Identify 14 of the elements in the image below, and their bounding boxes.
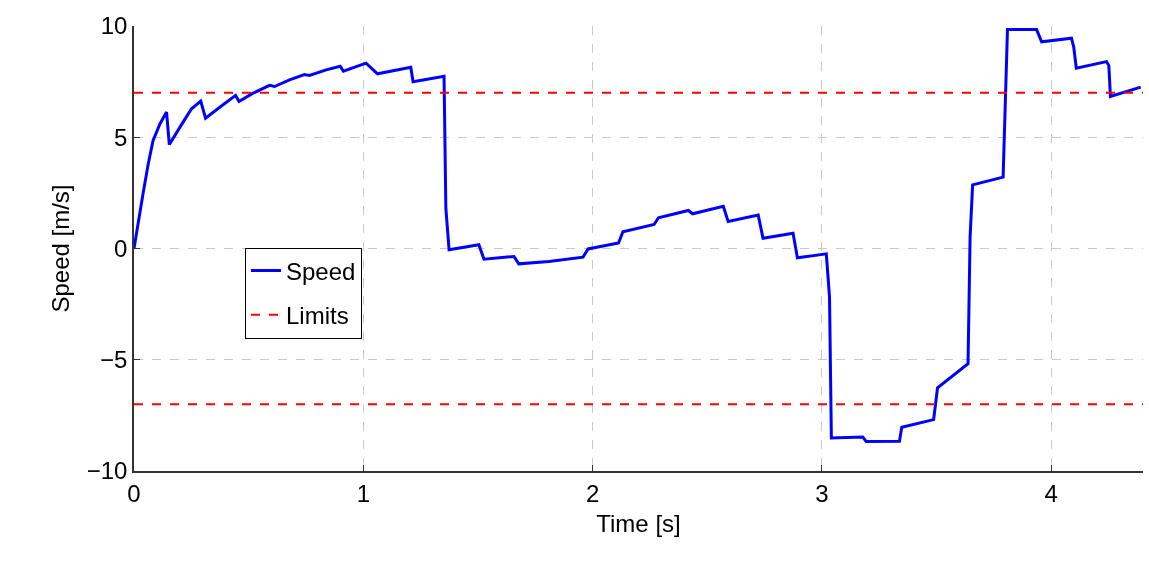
line-series bbox=[134, 28, 1143, 443]
y-tick-label: 0 bbox=[114, 234, 128, 262]
x-axis-title: Time [s] bbox=[596, 510, 681, 538]
legend-label: Limits bbox=[285, 302, 349, 330]
y-tick-label: 10 bbox=[100, 12, 128, 40]
y-tick-label: 5 bbox=[114, 123, 128, 151]
x-tick-label: 4 bbox=[1044, 479, 1058, 507]
y-tick-label: −5 bbox=[100, 346, 128, 374]
y-axis-title: Speed [m/s] bbox=[47, 184, 75, 313]
x-tick-label: 2 bbox=[585, 479, 600, 507]
legend-label: Speed bbox=[285, 257, 356, 285]
x-tick-label: 1 bbox=[356, 479, 370, 507]
y-tick-label: −10 bbox=[86, 457, 128, 485]
x-tick-label: 3 bbox=[815, 479, 829, 507]
